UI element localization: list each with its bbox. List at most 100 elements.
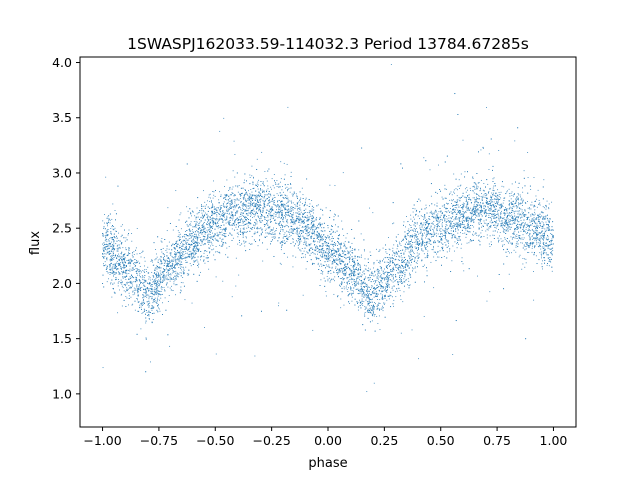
data-point — [374, 283, 375, 285]
data-point — [519, 226, 521, 228]
data-point — [303, 219, 305, 221]
data-point — [542, 226, 544, 228]
data-point — [391, 257, 393, 259]
data-point — [160, 297, 162, 299]
data-point — [264, 230, 266, 232]
data-point — [383, 286, 385, 288]
data-point — [511, 238, 513, 240]
data-point — [176, 276, 178, 277]
data-point — [542, 238, 543, 240]
data-point — [410, 225, 412, 226]
data-point — [122, 272, 124, 274]
data-point — [155, 293, 157, 295]
data-point — [523, 216, 525, 218]
data-point — [194, 245, 195, 247]
data-point — [111, 259, 113, 261]
data-point — [500, 224, 502, 226]
data-point — [541, 235, 543, 237]
data-point — [108, 264, 110, 266]
data-point — [388, 259, 390, 260]
data-point — [466, 227, 468, 229]
data-point — [342, 172, 344, 174]
data-point — [211, 235, 213, 237]
data-point — [477, 188, 478, 190]
data-point — [481, 206, 482, 208]
data-point — [392, 267, 394, 269]
data-point — [152, 300, 154, 302]
data-point — [273, 202, 275, 204]
data-point — [334, 213, 335, 215]
data-point — [149, 277, 151, 279]
data-point — [212, 222, 214, 224]
data-point — [358, 281, 359, 283]
data-point — [228, 195, 230, 197]
data-point — [351, 290, 353, 291]
data-point — [508, 224, 510, 225]
data-point — [399, 272, 401, 274]
data-point — [410, 218, 412, 220]
data-point — [442, 221, 443, 223]
data-point — [263, 204, 265, 206]
data-point — [414, 222, 416, 224]
data-point — [315, 249, 317, 251]
data-point — [126, 289, 128, 291]
data-point — [442, 212, 443, 214]
data-point — [523, 170, 525, 172]
data-point — [111, 218, 113, 220]
data-point — [204, 212, 206, 214]
data-point — [298, 227, 300, 229]
data-point — [533, 217, 535, 219]
data-point — [174, 278, 176, 280]
data-point — [517, 199, 519, 201]
data-point — [534, 213, 536, 215]
data-point — [468, 220, 470, 222]
data-point — [191, 302, 193, 304]
data-point — [160, 281, 162, 283]
data-point — [409, 231, 410, 233]
data-point — [389, 260, 391, 262]
data-point — [516, 210, 518, 212]
data-point — [532, 238, 533, 240]
data-point — [445, 237, 447, 238]
data-point — [409, 224, 410, 226]
data-point — [300, 236, 302, 238]
data-point — [551, 240, 553, 241]
data-point — [271, 206, 273, 208]
data-point — [208, 194, 210, 196]
data-point — [313, 217, 315, 219]
data-point — [490, 217, 492, 219]
data-point — [533, 214, 535, 216]
data-point — [195, 237, 197, 239]
data-point — [254, 233, 256, 235]
data-point — [362, 271, 364, 273]
data-point — [527, 152, 529, 153]
data-point — [200, 230, 201, 232]
data-point — [400, 280, 402, 281]
data-point — [320, 256, 322, 258]
data-point — [426, 270, 428, 272]
data-point — [505, 223, 507, 225]
data-point — [117, 263, 119, 265]
data-point — [243, 229, 245, 230]
data-point — [222, 234, 224, 236]
data-point — [529, 229, 530, 231]
data-point — [488, 212, 490, 214]
data-point — [262, 183, 264, 185]
data-point — [278, 199, 280, 201]
data-point — [142, 304, 143, 306]
data-point — [512, 206, 514, 208]
data-point — [508, 193, 510, 195]
data-point — [533, 230, 535, 232]
data-point — [431, 213, 433, 215]
data-point — [527, 177, 529, 179]
data-point — [542, 206, 544, 208]
data-point — [240, 211, 242, 213]
data-point — [136, 262, 138, 264]
data-point — [425, 221, 427, 223]
data-point — [175, 274, 177, 276]
data-point — [196, 241, 198, 243]
data-point — [327, 260, 329, 262]
data-point — [415, 243, 417, 245]
data-point — [216, 217, 218, 219]
data-point — [424, 226, 426, 228]
